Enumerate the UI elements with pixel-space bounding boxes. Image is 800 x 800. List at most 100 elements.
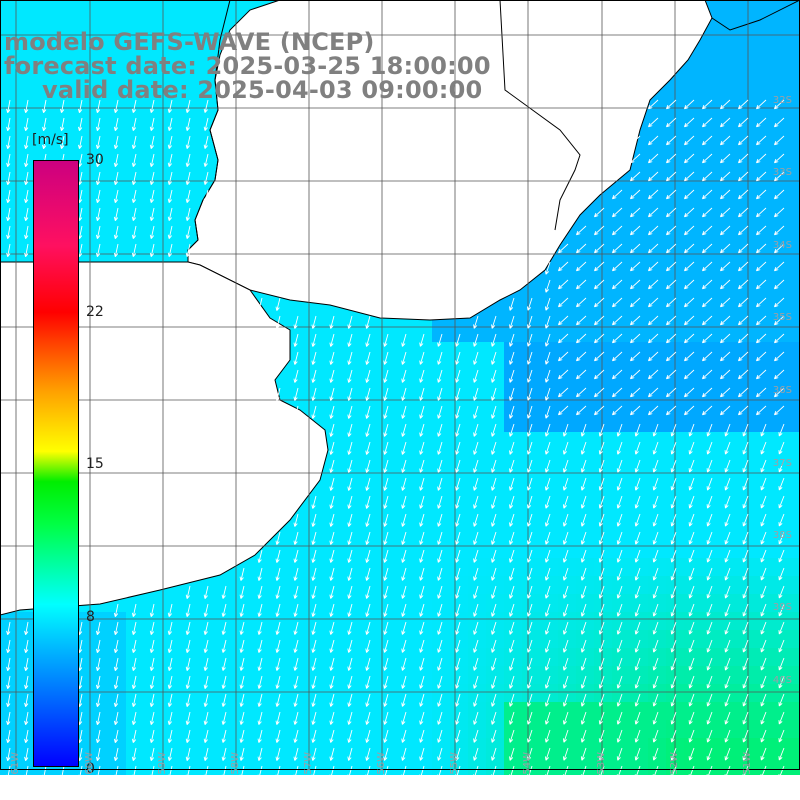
wind-cell [198,630,217,649]
wind-cell [576,648,595,667]
wind-arrow [257,639,263,653]
wind-cell [270,666,289,685]
wind-arrow [509,567,515,581]
wind-cell [540,702,559,721]
wind-cell [270,702,289,721]
wind-arrow [24,243,29,258]
wind-arrow [113,603,119,617]
wind-arrow [598,477,605,491]
wind-cell [522,594,541,613]
wind-arrow [665,405,677,416]
wind-arrow [527,585,533,599]
wind-arrow [701,243,713,254]
wind-cell [720,522,739,541]
wind-arrow [491,531,497,545]
wind-arrow [95,765,101,780]
wind-arrow [611,207,623,218]
wind-arrow [773,99,785,110]
wind-cell [162,684,181,703]
wind-cell [450,720,469,739]
wind-arrow [131,153,137,167]
wind-cell [540,324,559,343]
wind-cell [90,126,109,145]
wind-arrow [760,711,767,725]
wind-arrow [719,261,731,272]
wind-cell [504,468,523,487]
wind-cell [144,54,163,73]
wind-arrow [419,675,425,689]
wind-arrow [724,747,731,761]
wind-cell [594,630,613,649]
wind-cell [306,576,325,595]
wind-arrow [509,405,515,419]
wind-cell [324,306,343,325]
wind-cell [792,252,800,271]
wind-cell [414,594,433,613]
lon-label-56w: 56W [376,752,387,775]
wind-arrow [593,369,605,380]
colorbar-tick-15: 15 [86,456,104,472]
wind-cell [540,306,559,325]
wind-arrow [544,639,551,653]
wind-cell [720,756,739,775]
wind-arrow [652,621,659,635]
wind-arrow [221,603,227,617]
wind-cell [486,486,505,505]
wind-arrow [329,675,335,689]
wind-cell [540,576,559,595]
wind-cell [234,738,253,757]
wind-cell [720,666,739,685]
wind-arrow [329,495,335,509]
wind-cell [90,666,109,685]
wind-cell [720,684,739,703]
wind-arrow [509,621,515,635]
wind-cell [450,486,469,505]
wind-arrow [742,531,749,545]
wind-arrow [113,207,119,221]
wind-cell [306,540,325,559]
wind-cell [738,594,757,613]
wind-arrow [665,99,677,110]
wind-arrow [437,729,443,743]
wind-cell [522,378,541,397]
wind-cell [108,36,127,55]
wind-cell [756,504,775,523]
wind-arrow [634,567,641,581]
wind-arrow [706,513,713,527]
wind-cell [684,522,703,541]
wind-cell [396,522,415,541]
wind-arrow [652,441,659,455]
colorbar-unit: [m/s] [32,132,69,148]
wind-arrow [311,603,317,617]
wind-arrow [575,315,587,326]
wind-cell [630,648,649,667]
wind-arrow [742,423,749,437]
wind-arrow [688,513,695,527]
wind-arrow [778,693,785,707]
wind-arrow [401,495,407,509]
wind-cell [450,396,469,415]
wind-arrow [575,261,587,272]
wind-arrow [647,153,659,164]
wind-cell [720,630,739,649]
wind-arrow [670,513,677,527]
wind-cell [180,594,199,613]
wind-arrow [773,153,785,164]
wind-arrow [347,351,353,365]
wind-arrow [24,225,29,240]
wind-arrow [401,639,407,653]
wind-arrow [706,441,713,455]
wind-arrow [652,459,659,473]
wind-cell [0,0,19,19]
wind-arrow [95,729,101,744]
wind-cell [702,666,721,685]
wind-cell [486,468,505,487]
wind-arrow [131,135,137,149]
wind-arrow [131,99,137,113]
wind-arrow [6,135,11,150]
wind-cell [432,414,451,433]
wind-cell [144,144,163,163]
wind-arrow [634,675,641,689]
wind-arrow [616,729,623,743]
wind-cell [792,756,800,775]
